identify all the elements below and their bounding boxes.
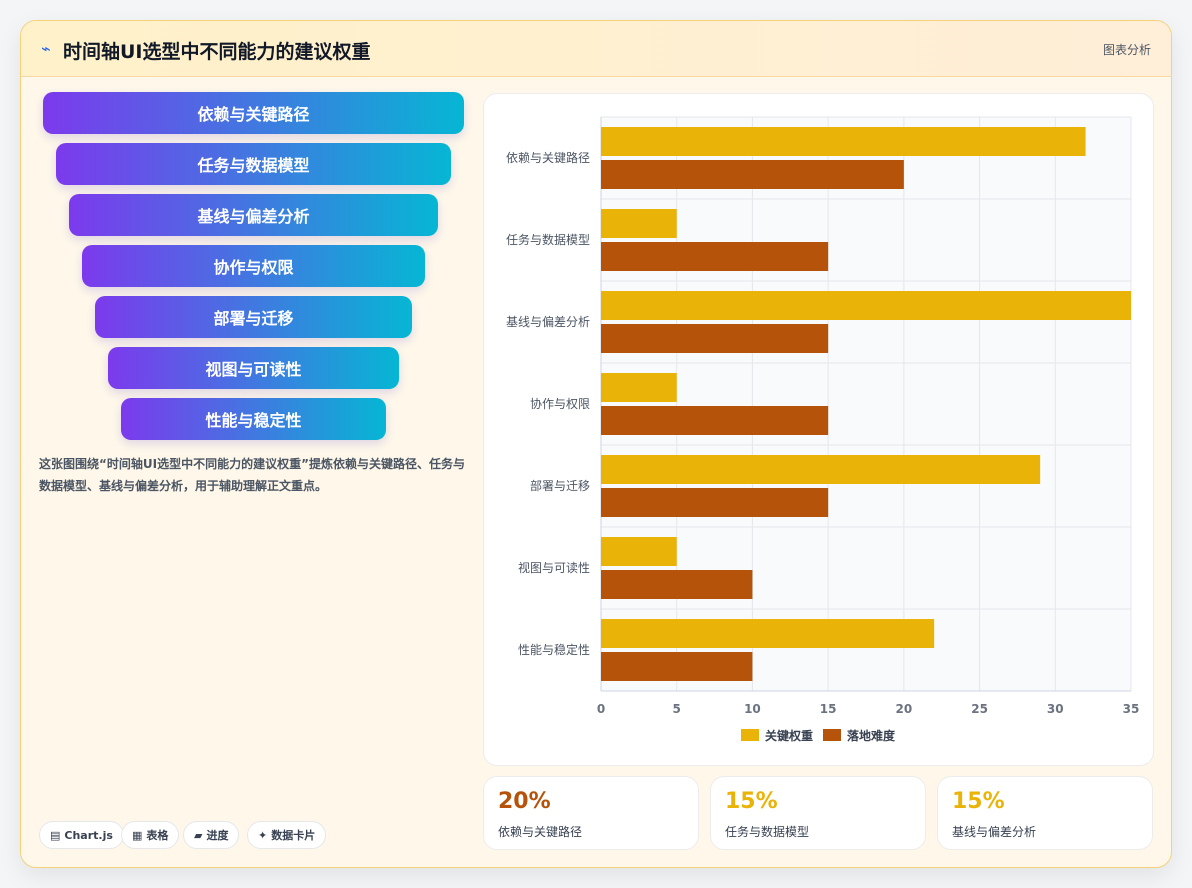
header-tag: 图表分析 [1102, 43, 1151, 57]
chip-label: 表格 [146, 829, 169, 842]
bar-chart: 0 5 10 15 20 25 30 35 依赖与关键路径任务与数据模型基线与偏差分析协作与权限… [506, 116, 1140, 743]
funnel-item-6: 视图与可读性 [108, 347, 399, 389]
bar-difficulty [601, 488, 829, 517]
x-tick-label: 20 [896, 702, 913, 716]
y-tick-label: 协作与权限 [530, 396, 590, 411]
x-tick-label: 0 [597, 702, 605, 716]
chart-card: ⌁ 时间轴UI选型中不同能力的建议权重 图表分析 依赖与关键路径 任务与数据模型… [20, 20, 1172, 868]
bar-difficulty [601, 570, 753, 599]
chart-panel: 0 5 10 15 20 25 30 35 依赖与关键路径 任务与数据模型 基线与偏差分析协作与权限… [483, 93, 1154, 766]
x-tick-label: 15 [820, 702, 837, 716]
stat-label: 任务与数据模型 [725, 825, 810, 839]
bar-weight [601, 455, 1041, 484]
bar-weight [601, 209, 677, 238]
chart-icon: ▤ [50, 828, 61, 842]
bar-difficulty [601, 160, 904, 189]
chip-chartjs[interactable]: ▤ Chart.js [39, 821, 124, 849]
legend-swatch [823, 729, 841, 741]
x-tick-label: 25 [971, 702, 988, 716]
funnel-item-7: 性能与稳定性 [121, 398, 386, 440]
chip-table[interactable]: ▦ 表格 [121, 821, 180, 849]
chip-label: 数据卡片 [271, 829, 316, 842]
funnel-item-2: 任务与数据模型 [56, 143, 451, 185]
x-tick-label: 5 [673, 702, 681, 716]
sparkle-icon: ✦ [258, 828, 268, 842]
y-tick-label: 性能与稳定性 [518, 642, 590, 657]
legend-label: 关键权重 [765, 728, 813, 743]
y-tick-label: 基线与偏差分析 [506, 314, 590, 329]
card-header: ⌁ 时间轴UI选型中不同能力的建议权重 图表分析 [21, 21, 1171, 77]
table-icon: ▦ [132, 828, 143, 842]
card-title: 时间轴UI选型中不同能力的建议权重 [63, 41, 371, 63]
bar-weight [601, 291, 1131, 320]
chip-label: Chart.js [64, 828, 113, 842]
stat-value: 15% [725, 789, 778, 814]
x-tick-label: 10 [744, 702, 761, 716]
chart-line-icon: ⌁ [41, 39, 51, 58]
chart-description: 这张图围绕“时间轴UI选型中不同能力的建议权重”提炼依赖与关键路径、任务与数据模… [39, 457, 465, 493]
stat-card-1: 20% 依赖与关键路径 [483, 776, 699, 850]
bar-weight [601, 373, 677, 402]
progress-icon: ▰ [194, 828, 203, 842]
bar-difficulty [601, 242, 829, 271]
stat-card-3: 15% 基线与偏差分析 [937, 776, 1153, 850]
bar-weight [601, 537, 677, 566]
y-tick-label: 依赖与关键路径 [506, 150, 590, 165]
x-tick-label: 35 [1123, 702, 1140, 716]
chip-label: 进度 [206, 829, 229, 842]
plot-area [601, 117, 1131, 691]
stat-card-2: 15% 任务与数据模型 [710, 776, 926, 850]
y-tick-label: 任务与数据模型 [506, 232, 590, 247]
bar-weight [601, 127, 1086, 156]
legend-swatch [741, 729, 759, 741]
legend-label: 落地难度 [847, 728, 896, 743]
y-tick-label: 视图与可读性 [518, 560, 590, 575]
bar-difficulty [601, 406, 829, 435]
stat-value: 20% [498, 789, 551, 814]
stat-value: 15% [952, 789, 1005, 814]
funnel-item-4: 协作与权限 [82, 245, 425, 287]
bar-difficulty [601, 324, 829, 353]
chip-progress[interactable]: ▰ 进度 [183, 821, 240, 849]
stat-label: 依赖与关键路径 [498, 825, 583, 839]
x-tick-label: 30 [1047, 702, 1064, 716]
funnel-item-1: 依赖与关键路径 [43, 92, 464, 134]
funnel-item-5: 部署与迁移 [95, 296, 412, 338]
bar-difficulty [601, 652, 753, 681]
funnel-item-3: 基线与偏差分析 [69, 194, 438, 236]
stat-label: 基线与偏差分析 [952, 825, 1037, 839]
bar-weight [601, 619, 935, 648]
chip-data-card[interactable]: ✦ 数据卡片 [247, 821, 327, 849]
y-tick-label: 部署与迁移 [530, 478, 590, 493]
